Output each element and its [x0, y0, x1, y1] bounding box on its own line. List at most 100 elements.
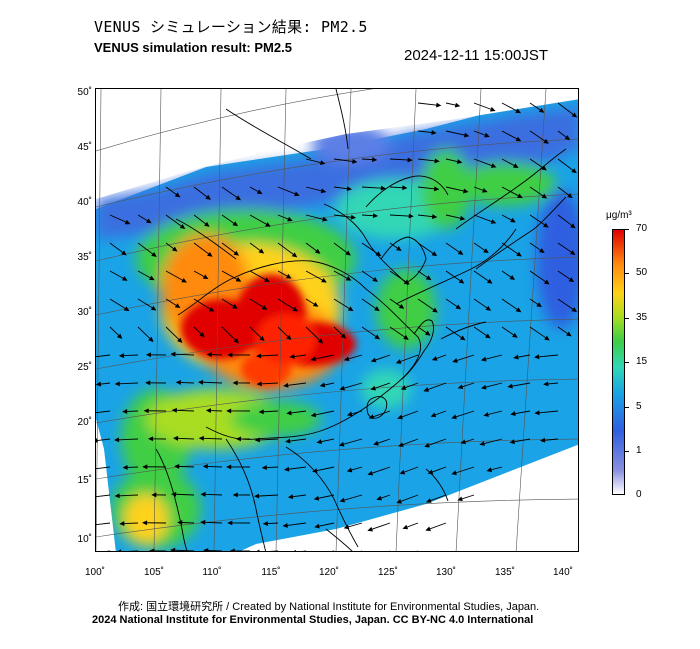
- wind-vector-head: [398, 303, 405, 309]
- timestamp: 2024-12-11 15:00JST: [404, 47, 548, 64]
- wind-vector-head: [483, 412, 489, 417]
- wind-vector-head: [424, 330, 431, 336]
- wind-vector-head: [203, 548, 209, 551]
- wind-vector-head: [372, 276, 378, 282]
- wind-vector-head: [319, 382, 326, 388]
- wind-vector-head: [490, 163, 497, 168]
- wind-vector-head: [343, 356, 350, 362]
- wind-vector-head: [481, 384, 487, 390]
- wind-vector-head: [177, 337, 183, 343]
- lat-tick-label: 40˚: [77, 197, 92, 208]
- wind-vector-head: [256, 189, 263, 195]
- wind-vector-head: [430, 412, 437, 418]
- wind-vector-head: [460, 439, 467, 445]
- wind-vector-head: [570, 223, 576, 229]
- wind-vector-head: [321, 277, 327, 283]
- lon-tick-label: 125˚: [377, 567, 398, 578]
- lon-tick-label: 140˚: [552, 567, 573, 578]
- wind-vector-head: [539, 248, 545, 254]
- wind-vector-head: [346, 186, 353, 192]
- wind-vector-head: [205, 194, 211, 200]
- wind-vector-head: [350, 214, 357, 220]
- wind-vector-head: [286, 410, 292, 416]
- wind-vector-head: [484, 132, 490, 138]
- wind-vector-head: [264, 277, 270, 282]
- colorbar-tick: [625, 451, 629, 452]
- wind-vector-head: [316, 439, 322, 445]
- wind-vector-head: [485, 333, 491, 339]
- wind-vector-head: [489, 106, 496, 112]
- wind-vector-head: [343, 524, 350, 530]
- wind-vector-head: [232, 221, 239, 227]
- wind-vector-head: [367, 526, 373, 532]
- wind-vector-head: [174, 192, 181, 198]
- wind-vector-head: [463, 132, 470, 138]
- wind-vector-head: [457, 496, 463, 502]
- wind-vector-head: [571, 168, 577, 174]
- wind-vector-head: [294, 191, 300, 197]
- wind-vector-head: [352, 158, 358, 164]
- wind-vector-head: [452, 358, 458, 363]
- wind-vector-head: [434, 158, 440, 164]
- lon-tick-label: 130˚: [435, 567, 456, 578]
- wind-vector-head: [149, 275, 155, 281]
- lon-tick-label: 120˚: [318, 567, 339, 578]
- wind-vector-head: [294, 549, 296, 551]
- wind-vector-head: [113, 437, 120, 443]
- wind-vector-head: [402, 185, 408, 191]
- wind-vector-head: [256, 549, 260, 551]
- wind-vector-head: [480, 356, 487, 362]
- wind-vector-head: [205, 408, 212, 414]
- license-text: 2024 National Institute for Environmenta…: [92, 614, 534, 626]
- lon-tick-label: 135˚: [494, 567, 515, 578]
- wind-vector-head: [425, 498, 432, 503]
- wind-vector-head: [208, 306, 215, 312]
- wind-vector-head: [123, 306, 130, 312]
- wind-vector-head: [374, 334, 381, 340]
- wind-vector-head: [459, 215, 466, 221]
- wind-vector-head: [517, 193, 523, 199]
- wind-vector-head: [121, 276, 128, 281]
- lon-tick-label: 115˚: [261, 567, 281, 578]
- wind-vector-head: [145, 380, 151, 386]
- wind-vector-head: [456, 159, 463, 164]
- wind-vector-head: [399, 469, 406, 475]
- wind-vector-head: [116, 333, 123, 339]
- wind-vector-head: [232, 304, 238, 309]
- lat-tick-label: 15˚: [77, 475, 92, 486]
- wind-vector-head: [235, 277, 242, 282]
- wind-vector-head: [376, 495, 382, 501]
- colorbar-tick: [625, 229, 629, 230]
- wind-vector-head: [395, 359, 402, 364]
- wind-vector-head: [282, 522, 288, 528]
- wind-vector-head: [265, 222, 271, 227]
- wind-vector-head: [483, 248, 489, 254]
- wind-vector-head: [536, 302, 542, 308]
- wind-vector-head: [372, 157, 378, 163]
- wind-vector-head: [543, 381, 549, 387]
- wind-vector-head: [283, 466, 290, 472]
- wind-vector: [302, 550, 306, 551]
- wind-vector-head: [171, 246, 178, 252]
- wind-vector-head: [400, 385, 407, 390]
- wind-vector-head: [513, 163, 519, 168]
- pm25-map-canvas: [96, 89, 578, 551]
- wind-vector-head: [207, 251, 213, 257]
- wind-vector-head: [431, 130, 437, 135]
- wind-vector-head: [261, 305, 268, 310]
- wind-vector-head: [396, 246, 402, 251]
- wind-vector: [127, 550, 138, 551]
- wind-vector-head: [423, 387, 430, 392]
- wind-vector-head: [310, 356, 317, 362]
- wind-vector-head: [114, 493, 120, 499]
- wind-vector-head: [370, 385, 377, 391]
- wind-vector-head: [320, 188, 327, 194]
- wind-vector-head: [170, 351, 176, 357]
- wind-vector-head: [199, 332, 205, 338]
- wind-vector-head: [226, 464, 232, 470]
- wind-vector-head: [339, 385, 345, 391]
- wind-vector-head: [515, 136, 522, 142]
- wind-vector-head: [283, 382, 289, 388]
- wind-vector-head: [261, 465, 267, 471]
- wind-vector-head: [510, 411, 516, 417]
